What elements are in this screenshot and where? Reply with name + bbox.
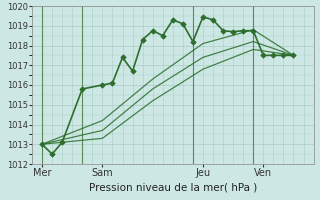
X-axis label: Pression niveau de la mer( hPa ): Pression niveau de la mer( hPa ): [89, 182, 257, 192]
